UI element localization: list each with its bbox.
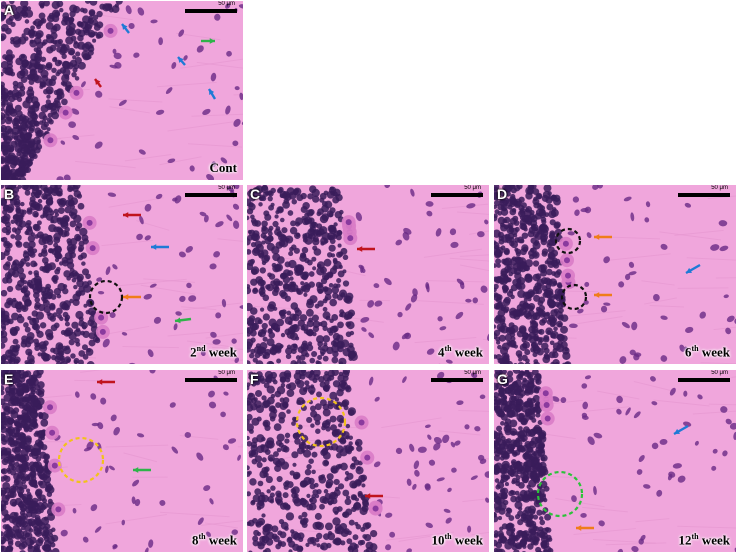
micrograph-d: [494, 185, 736, 364]
panel-label-f: F: [250, 371, 259, 387]
marker-arrow: [121, 23, 130, 34]
panel-e: E 50 μm 8th week: [0, 369, 244, 553]
scale-bar-label: 50 μm: [218, 1, 235, 7]
marker-circle: [536, 470, 584, 518]
scale-bar-label: 50 μm: [711, 370, 728, 376]
panel-g: G 50 μm 12th week: [493, 369, 737, 553]
marker-arrow: [594, 234, 612, 240]
panel-caption-e: 8th week: [191, 531, 237, 547]
marker-arrow: [673, 424, 689, 436]
marker-circle: [560, 283, 588, 311]
marker-circle: [554, 227, 582, 255]
micrograph-c: [247, 185, 489, 364]
marker-arrow: [685, 263, 701, 275]
marker-arrow: [97, 379, 115, 385]
marker-arrow: [207, 88, 217, 100]
micrograph-a: [1, 1, 243, 180]
micrograph-g: [494, 370, 736, 552]
panel-label-g: G: [497, 371, 508, 387]
marker-arrow: [151, 244, 169, 250]
marker-arrow: [174, 317, 192, 324]
scale-bar-label: 50 μm: [464, 370, 481, 376]
micrograph-b: [1, 185, 243, 364]
marker-arrow: [123, 212, 141, 218]
scale-bar: [185, 193, 237, 197]
panel-caption-b: 2nd week: [190, 343, 237, 359]
scale-bar: [431, 378, 483, 382]
panel-label-e: E: [4, 371, 14, 387]
panel-caption-f: 10th week: [431, 531, 483, 547]
scale-bar: [678, 193, 730, 197]
marker-arrow: [365, 493, 383, 499]
scale-bar: [185, 378, 237, 382]
micrograph-e: [1, 370, 243, 552]
scale-bar-label: 50 μm: [711, 185, 728, 191]
panel-d: D 50 μm 6th week: [493, 184, 737, 365]
marker-circle: [57, 436, 105, 484]
marker-circle: [88, 279, 124, 315]
scale-bar-label: 50 μm: [218, 370, 235, 376]
marker-circle: [295, 396, 347, 448]
panel-caption-a: Cont: [209, 160, 237, 175]
panel-label-a: A: [4, 2, 15, 18]
panel-label-d: D: [497, 186, 508, 202]
marker-arrow: [594, 292, 612, 298]
panel-caption-g: 12th week: [678, 531, 730, 547]
marker-arrow: [357, 246, 375, 252]
panel-caption-c: 4th week: [437, 343, 483, 359]
panel-f: F 50 μm 10th week: [246, 369, 490, 553]
panel-b: B 50 μm 2nd week: [0, 184, 244, 365]
marker-arrow: [576, 525, 594, 531]
marker-arrow: [133, 467, 151, 473]
marker-arrow: [201, 38, 215, 44]
panel-label-b: B: [4, 186, 15, 202]
panel-label-c: C: [250, 186, 261, 202]
scale-bar-label: 50 μm: [464, 185, 481, 191]
scale-bar: [431, 193, 483, 197]
micrograph-f: [247, 370, 489, 552]
scale-bar: [678, 378, 730, 382]
scale-bar: [185, 9, 237, 13]
marker-arrow: [94, 78, 102, 88]
scale-bar-label: 50 μm: [218, 185, 235, 191]
panel-c: C 50 μm 4th week: [246, 184, 490, 365]
panel-a: A 50 μm Cont: [0, 0, 244, 181]
marker-arrow: [177, 56, 186, 66]
panel-caption-d: 6th week: [684, 343, 730, 359]
marker-arrow: [123, 294, 141, 300]
